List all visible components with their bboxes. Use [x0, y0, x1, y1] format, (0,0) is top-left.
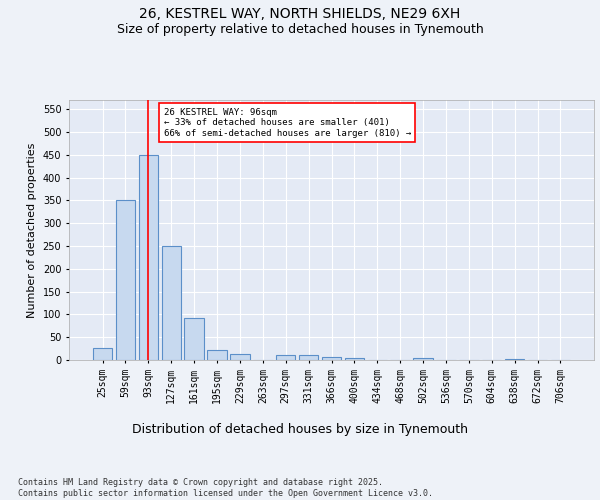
Bar [322, 357, 341, 360]
Bar [413, 358, 433, 360]
Bar [505, 358, 524, 360]
Bar [116, 200, 135, 360]
Bar [276, 355, 295, 360]
Bar [93, 348, 112, 360]
Text: Distribution of detached houses by size in Tynemouth: Distribution of detached houses by size … [132, 422, 468, 436]
Bar [161, 246, 181, 360]
Bar [230, 354, 250, 360]
Y-axis label: Number of detached properties: Number of detached properties [27, 142, 37, 318]
Text: Size of property relative to detached houses in Tynemouth: Size of property relative to detached ho… [116, 22, 484, 36]
Bar [139, 154, 158, 360]
Bar [208, 350, 227, 360]
Bar [344, 358, 364, 360]
Bar [184, 318, 204, 360]
Text: 26 KESTREL WAY: 96sqm
← 33% of detached houses are smaller (401)
66% of semi-det: 26 KESTREL WAY: 96sqm ← 33% of detached … [163, 108, 411, 138]
Text: 26, KESTREL WAY, NORTH SHIELDS, NE29 6XH: 26, KESTREL WAY, NORTH SHIELDS, NE29 6XH [139, 8, 461, 22]
Text: Contains HM Land Registry data © Crown copyright and database right 2025.
Contai: Contains HM Land Registry data © Crown c… [18, 478, 433, 498]
Bar [299, 356, 319, 360]
